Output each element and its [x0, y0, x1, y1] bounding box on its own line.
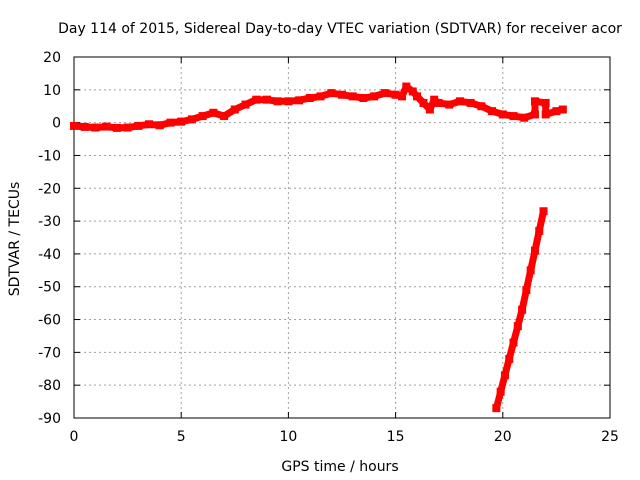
data-point — [539, 207, 548, 216]
y-axis-label: SDTVAR / TECUs — [7, 182, 23, 297]
data-point — [477, 102, 486, 111]
data-point — [370, 92, 379, 101]
x-axis-label: GPS time / hours — [281, 459, 398, 475]
x-tick-label: 5 — [177, 429, 186, 445]
data-point — [492, 404, 501, 413]
data-point — [380, 89, 389, 98]
y-tick-label: 20 — [43, 50, 61, 66]
data-point — [241, 100, 250, 109]
data-point — [530, 110, 539, 119]
data-point — [145, 120, 154, 129]
data-point — [316, 92, 325, 101]
y-tick-label: -40 — [38, 247, 61, 263]
data-point — [535, 226, 544, 235]
y-tick-label: -70 — [38, 345, 61, 361]
y-tick-label: -10 — [38, 148, 61, 164]
data-point — [541, 98, 550, 107]
data-point — [220, 112, 229, 121]
data-point — [80, 122, 89, 131]
data-point — [134, 121, 143, 130]
data-point — [402, 82, 411, 91]
data-point — [518, 305, 527, 314]
data-point — [284, 97, 293, 106]
data-point — [530, 97, 539, 106]
data-point — [466, 98, 475, 107]
x-tick-label: 10 — [279, 429, 297, 445]
data-point — [455, 97, 464, 106]
data-point — [530, 246, 539, 255]
data-point — [419, 98, 428, 107]
y-tick-label: -50 — [38, 280, 61, 296]
grid — [74, 57, 610, 418]
data-point — [541, 110, 550, 119]
y-tick-label: 10 — [43, 83, 61, 99]
x-tick-label: 15 — [387, 429, 405, 445]
data-point — [500, 371, 509, 380]
data-point — [413, 92, 422, 101]
data-point — [198, 112, 207, 121]
data-point — [177, 117, 186, 126]
y-tick-label: -20 — [38, 181, 61, 197]
data-point — [498, 110, 507, 119]
data-point — [209, 108, 218, 117]
data-point — [509, 112, 518, 121]
x-tick-label: 0 — [70, 429, 79, 445]
data-point — [91, 123, 100, 132]
data-point — [526, 266, 535, 275]
data-point — [505, 354, 514, 363]
data-point — [70, 121, 78, 130]
x-tick-label: 20 — [494, 429, 512, 445]
data-point — [488, 107, 497, 116]
x-tick-label: 25 — [601, 429, 619, 445]
data-point — [166, 118, 175, 127]
data-point — [155, 121, 164, 130]
data-point — [425, 105, 434, 114]
data-point — [522, 286, 531, 295]
data-point — [230, 105, 239, 114]
data-point — [348, 92, 357, 101]
data-point — [509, 338, 518, 347]
y-tick-label: 0 — [52, 116, 61, 132]
data-point — [102, 122, 111, 131]
y-tick-label: -60 — [38, 313, 61, 329]
chart-title: Day 114 of 2015, Sidereal Day-to-day VTE… — [58, 21, 622, 37]
data-point — [445, 100, 454, 109]
data-point — [520, 113, 529, 122]
data-point — [408, 87, 417, 96]
axis-ticks: 0 5 10 15 20 25 20 10 0 -10 -20 -30 -40 -50 -60 -70 -80 -… — [38, 50, 619, 445]
plot-frame — [73, 56, 611, 419]
data-point — [262, 95, 271, 104]
data-point — [552, 107, 561, 116]
data-point — [187, 115, 196, 124]
data-point — [434, 98, 443, 107]
y-tick-label: -90 — [38, 411, 61, 427]
data-point — [558, 105, 567, 114]
data-point — [398, 92, 407, 101]
data-point — [327, 89, 336, 98]
data-point — [305, 94, 314, 103]
data-point — [273, 97, 282, 106]
data-point — [338, 90, 346, 99]
data-point — [359, 94, 368, 103]
y-tick-label: -80 — [38, 378, 61, 394]
data-point — [430, 95, 439, 104]
data-point — [513, 322, 522, 331]
data-point — [112, 123, 121, 132]
data-point — [295, 96, 304, 105]
y-tick-label: -30 — [38, 214, 61, 230]
data-point — [496, 387, 505, 396]
data-point — [123, 123, 132, 132]
data-points — [70, 82, 567, 413]
data-point — [252, 95, 261, 104]
data-point — [391, 90, 400, 99]
